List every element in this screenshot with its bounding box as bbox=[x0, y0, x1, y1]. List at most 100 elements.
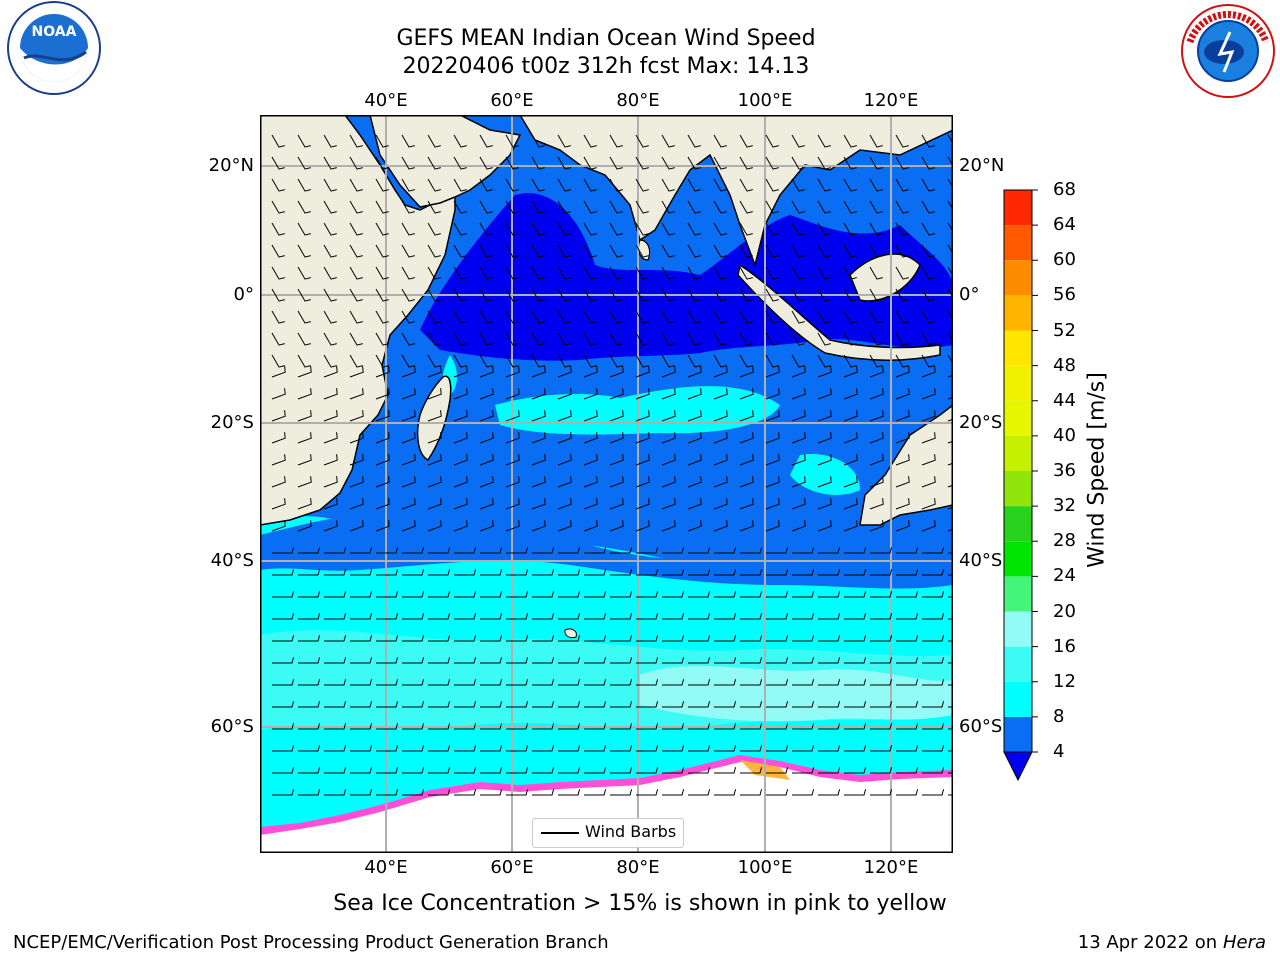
wind-barb bbox=[505, 200, 519, 214]
trade-wind-patch-2 bbox=[790, 454, 860, 495]
wind-barb bbox=[791, 454, 806, 466]
wind-barb bbox=[792, 635, 815, 642]
wind-barb bbox=[454, 635, 477, 642]
wind-barb bbox=[843, 432, 858, 444]
wind-barb bbox=[662, 547, 685, 554]
wind-barb bbox=[428, 613, 451, 620]
wind-barb bbox=[532, 635, 555, 642]
colorbar-tick-label: 32 bbox=[1053, 495, 1076, 517]
wind-barb bbox=[739, 156, 753, 170]
wind-barb bbox=[636, 767, 659, 774]
wind-barb bbox=[817, 244, 831, 258]
wind-barb bbox=[765, 520, 780, 532]
wind-barb bbox=[272, 745, 295, 752]
wind-barb bbox=[766, 591, 789, 598]
wind-barb bbox=[480, 679, 503, 686]
land-asia bbox=[519, 115, 953, 268]
wind-barb bbox=[687, 454, 702, 466]
wind-barb bbox=[688, 745, 711, 752]
wind-barb bbox=[766, 569, 789, 576]
wind-barb bbox=[661, 222, 675, 236]
wind-barb bbox=[557, 520, 572, 532]
wind-barb bbox=[349, 156, 363, 170]
wind-barb bbox=[350, 547, 373, 554]
wind-barb bbox=[350, 767, 373, 774]
wind-barb bbox=[687, 410, 702, 422]
wind-barb bbox=[350, 745, 373, 752]
wind-barb bbox=[661, 134, 675, 148]
wind-barb bbox=[349, 288, 363, 302]
wind-barb bbox=[791, 410, 806, 422]
wind-barb bbox=[792, 591, 815, 598]
wind-barb bbox=[661, 354, 675, 368]
wind-barb bbox=[401, 410, 416, 422]
wind-barb bbox=[506, 745, 529, 752]
wind-barb bbox=[688, 613, 711, 620]
wind-barb bbox=[297, 156, 311, 170]
wind-barb bbox=[323, 366, 338, 378]
colorbar-segment bbox=[1004, 400, 1032, 436]
wind-barb bbox=[453, 432, 468, 444]
wind-barb bbox=[817, 222, 831, 236]
wind-barb bbox=[506, 701, 529, 708]
wind-barb bbox=[661, 366, 676, 378]
wind-barb bbox=[349, 244, 363, 258]
wind-barb bbox=[583, 410, 598, 422]
wind-barb bbox=[739, 454, 754, 466]
wind-barb bbox=[636, 723, 659, 730]
wind-barb bbox=[739, 266, 753, 280]
wind-barb bbox=[609, 134, 623, 148]
colorbar-tick-label: 8 bbox=[1053, 705, 1065, 727]
wind-barb bbox=[844, 701, 867, 708]
wind-barb bbox=[531, 388, 546, 400]
wind-barb bbox=[921, 222, 935, 236]
wind-barb bbox=[453, 476, 468, 488]
wind-barb bbox=[843, 520, 858, 532]
wind-barb bbox=[635, 410, 650, 422]
wind-barb bbox=[713, 354, 727, 368]
wind-barb bbox=[610, 613, 633, 620]
wind-barb bbox=[895, 266, 909, 280]
wind-barb bbox=[479, 244, 493, 258]
wind-barb bbox=[766, 701, 789, 708]
wind-barb bbox=[791, 310, 805, 324]
wind-barb bbox=[271, 222, 285, 236]
wind-barb bbox=[506, 789, 529, 796]
wind-barb bbox=[531, 476, 546, 488]
wind-barb bbox=[506, 657, 529, 664]
wind-barb bbox=[532, 723, 555, 730]
wind-barb bbox=[401, 310, 415, 324]
wind-barb bbox=[609, 388, 624, 400]
wind-barb bbox=[505, 310, 519, 324]
wind-barb bbox=[792, 547, 815, 554]
wind-barb bbox=[818, 569, 841, 576]
wind-barb bbox=[740, 679, 763, 686]
wind-barb bbox=[271, 498, 286, 510]
wind-barb bbox=[844, 657, 867, 664]
wind-barb bbox=[272, 701, 295, 708]
wind-barb bbox=[349, 454, 364, 466]
wind-barb bbox=[531, 332, 545, 346]
wind-barb bbox=[297, 476, 312, 488]
wind-barb bbox=[402, 569, 425, 576]
wind-barb bbox=[323, 498, 338, 510]
wind-barb bbox=[557, 266, 571, 280]
wind-barb bbox=[739, 178, 753, 192]
wind-barb bbox=[610, 723, 633, 730]
wind-barb bbox=[558, 679, 581, 686]
wind-barb bbox=[375, 388, 390, 400]
wind-barb bbox=[505, 476, 520, 488]
wind-barb bbox=[687, 388, 702, 400]
wind-barb bbox=[662, 701, 685, 708]
wind-barb bbox=[349, 134, 363, 148]
wind-barb bbox=[454, 657, 477, 664]
lat-label-left-60s: 60°S bbox=[210, 716, 254, 737]
wind-barb bbox=[583, 366, 598, 378]
wind-barb bbox=[922, 745, 945, 752]
wind-barb bbox=[297, 454, 312, 466]
wind-barb bbox=[766, 635, 789, 642]
wind-barb bbox=[921, 366, 936, 378]
wind-barb bbox=[479, 354, 493, 368]
wind-barb bbox=[636, 613, 659, 620]
lon-label-top-100e: 100°E bbox=[737, 90, 793, 111]
